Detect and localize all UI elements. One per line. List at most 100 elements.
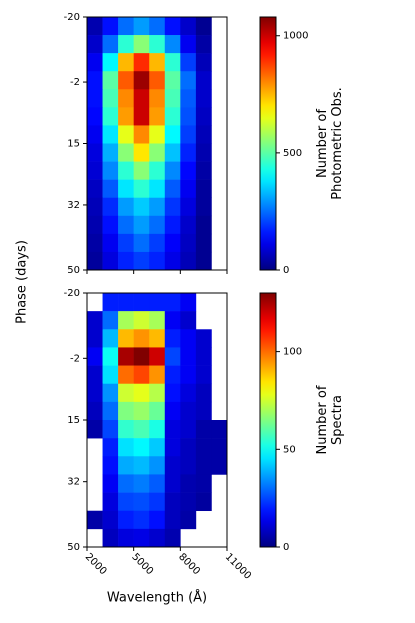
heatmap-cell	[87, 17, 103, 36]
x-axis-label: Wavelength (Å)	[107, 590, 207, 606]
heatmap-cell	[195, 179, 212, 199]
heatmap-cell	[164, 401, 181, 421]
heatmap-cell	[87, 53, 103, 72]
y-tick-label: 32	[67, 200, 80, 211]
heatmap-cell	[164, 293, 181, 312]
heatmap-cell	[118, 71, 134, 90]
heatmap-cell	[133, 365, 150, 385]
colorbar-tick-label: 50	[283, 444, 296, 455]
heatmap-cell	[195, 492, 212, 512]
heatmap-cell	[180, 71, 197, 90]
heatmap-cell	[180, 143, 197, 162]
heatmap-cell	[149, 365, 166, 385]
heatmap-cell	[118, 125, 134, 144]
heatmap-cell	[149, 179, 166, 199]
heatmap-cell	[87, 179, 103, 199]
heatmap-cell	[102, 401, 119, 421]
heatmap-cell	[87, 347, 103, 366]
heatmap-cell	[195, 125, 212, 144]
heatmap-cell	[118, 293, 134, 312]
heatmap-cell	[87, 329, 103, 348]
x-tick-label: 5000	[129, 551, 155, 577]
heatmap-cell	[102, 456, 119, 475]
heatmap-cell	[180, 251, 197, 271]
heatmap-cell	[102, 293, 119, 312]
heatmap-cell	[118, 233, 134, 253]
heatmap-cell	[102, 125, 119, 144]
heatmap-cell	[149, 347, 166, 366]
heatmap-cell	[102, 143, 119, 162]
heatmap-cell	[149, 293, 166, 312]
y-axis-label: Phase (days)	[15, 240, 30, 324]
heatmap-cell	[195, 438, 212, 457]
heatmap-cell	[195, 383, 212, 403]
heatmap-cell	[87, 401, 103, 421]
heatmap-cell	[133, 510, 150, 530]
heatmap-cell	[102, 17, 119, 36]
heatmap-cell	[164, 53, 181, 72]
heatmap-cell	[195, 107, 212, 126]
heatmap-cell	[195, 401, 212, 421]
heatmap-cell	[87, 510, 103, 530]
y-tick-label: 32	[67, 477, 80, 488]
heatmap-cell	[133, 311, 150, 330]
heatmap-cell	[211, 456, 228, 475]
heatmap-cell	[133, 17, 150, 36]
heatmap-cell	[180, 197, 197, 217]
heatmap-cell	[102, 197, 119, 217]
y-tick-label: 15	[67, 415, 80, 426]
y-tick-label: -20	[64, 12, 80, 23]
heatmap-cell	[102, 215, 119, 235]
heatmap-cell	[133, 89, 150, 108]
heatmap-cell	[164, 528, 181, 548]
heatmap-cell	[87, 197, 103, 217]
heatmap-cell	[102, 420, 119, 439]
heatmap-cell	[118, 215, 134, 235]
heatmap-cell	[195, 420, 212, 439]
heatmap-cell	[164, 161, 181, 180]
heatmap-cell	[102, 233, 119, 253]
heatmap-cell	[149, 143, 166, 162]
heatmap-cell	[180, 474, 197, 493]
heatmap-cell	[118, 17, 134, 36]
heatmap-cell	[133, 215, 150, 235]
heatmap-cell	[118, 420, 134, 439]
heatmap-cell	[164, 365, 181, 385]
heatmap-cell	[195, 35, 212, 54]
heatmap-cell	[102, 161, 119, 180]
heatmap-cell	[195, 251, 212, 271]
heatmap-cell	[180, 125, 197, 144]
heatmap-cell	[164, 311, 181, 330]
heatmap-cell	[164, 71, 181, 90]
heatmap-cell	[102, 510, 119, 530]
heatmap-cell	[133, 347, 150, 366]
heatmap-cell	[195, 71, 212, 90]
heatmap-cell	[133, 107, 150, 126]
heatmap-cell	[195, 161, 212, 180]
heatmap-cell	[149, 492, 166, 512]
heatmap-cell	[195, 365, 212, 385]
heatmap-cell	[164, 347, 181, 366]
heatmap-cell	[164, 251, 181, 271]
heatmap-cell	[118, 329, 134, 348]
heatmap-cell	[211, 420, 228, 439]
heatmap-cell	[133, 492, 150, 512]
heatmap-cell	[180, 293, 197, 312]
heatmap-cell	[149, 53, 166, 72]
heatmap-cell	[195, 233, 212, 253]
heatmap-cell	[164, 438, 181, 457]
heatmap-cell	[102, 107, 119, 126]
heatmap-cell	[118, 456, 134, 475]
heatmap-cell	[102, 329, 119, 348]
heatmap-cell	[118, 89, 134, 108]
heatmap-cell	[180, 107, 197, 126]
heatmap-cell	[149, 233, 166, 253]
heatmap-cell	[149, 510, 166, 530]
heatmap-cell	[149, 420, 166, 439]
heatmap-cell	[118, 401, 134, 421]
heatmap-cell	[180, 492, 197, 512]
heatmap-cell	[164, 233, 181, 253]
heatmap-cell	[195, 474, 212, 493]
heatmap-cell	[87, 420, 103, 439]
